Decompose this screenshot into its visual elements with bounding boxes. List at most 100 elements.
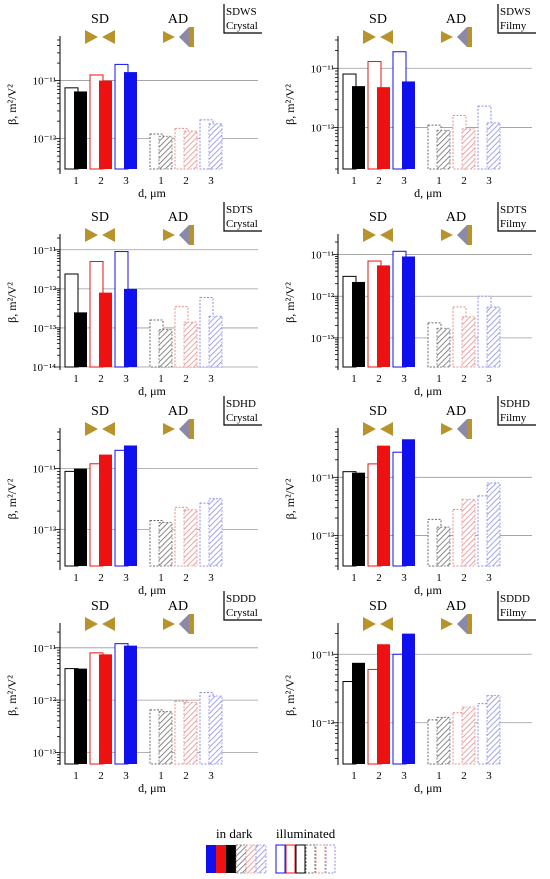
bar-dark (208, 315, 223, 368)
bar-dark (402, 256, 415, 367)
x-tick-label: 1 (436, 770, 442, 782)
panel-subtitle: Filmy (500, 20, 527, 32)
ad-antenna-icon (163, 27, 194, 47)
title-box-border (223, 591, 262, 621)
bar-dark (461, 316, 476, 368)
sd-antenna-icon (363, 30, 393, 44)
sd-label: SD (91, 404, 109, 419)
bar-dark (402, 439, 415, 566)
x-tick-label: 2 (98, 770, 104, 782)
sd-label: SD (369, 599, 387, 614)
x-tick-label: 3 (486, 175, 492, 187)
bar-dark (208, 695, 223, 765)
y-axis-title: β, m²/V² (283, 84, 297, 125)
legend-swatch-dark (206, 845, 216, 873)
y-tick-label: 10⁻¹¹ (311, 649, 334, 661)
y-tick-label: 10⁻¹² (311, 531, 335, 543)
sd-antenna-icon (85, 617, 115, 631)
bar-dark (436, 327, 451, 368)
sd-antenna-icon (363, 228, 393, 242)
x-tick-label: 1 (73, 373, 79, 385)
bar-dark (461, 706, 476, 765)
x-axis-title: d, μm (414, 384, 442, 398)
x-tick-label: 3 (401, 572, 407, 584)
bar-dark (402, 81, 415, 169)
bar-dark (74, 468, 87, 566)
x-tick-label: 2 (376, 373, 382, 385)
panel-subtitle: Filmy (500, 218, 527, 230)
ad-antenna-icon (441, 27, 472, 47)
title-box-border (223, 202, 262, 232)
x-tick-label: 1 (436, 175, 442, 187)
bar-dark (99, 654, 112, 764)
legend-swatch-dark (255, 844, 267, 874)
x-tick-label: 3 (486, 770, 492, 782)
x-tick-label: 1 (158, 572, 164, 584)
bar-dark (377, 87, 390, 169)
x-tick-label: 3 (208, 175, 214, 187)
x-axis-title: d, μm (414, 781, 442, 795)
x-tick-label: 2 (461, 572, 467, 584)
bar-dark (183, 321, 198, 368)
x-tick-label: 3 (208, 770, 214, 782)
y-tick-label: 10⁻¹³ (33, 323, 57, 335)
x-tick-label: 2 (98, 572, 104, 584)
title-box-border (223, 4, 262, 34)
bar-dark (74, 668, 87, 764)
x-tick-label: 2 (183, 175, 189, 187)
panel-subtitle: Crystal (226, 607, 258, 619)
legend-swatch-illuminated (295, 844, 306, 874)
y-tick-label: 10⁻¹² (33, 695, 57, 707)
x-tick-label: 1 (351, 770, 357, 782)
bar-dark (158, 329, 173, 368)
bar-dark (99, 292, 112, 367)
y-tick-label: 10⁻¹³ (33, 747, 57, 759)
x-tick-label: 2 (376, 572, 382, 584)
bar-dark (208, 498, 223, 567)
y-axis-title: β, m²/V² (283, 675, 297, 716)
legend-swatch-illuminated (315, 844, 326, 874)
bar-dark (486, 122, 501, 170)
legend: in dark illuminated (206, 826, 336, 874)
x-tick-label: 3 (401, 373, 407, 385)
y-axis-title: β, m²/V² (283, 282, 297, 323)
x-tick-label: 1 (351, 373, 357, 385)
ad-label: AD (168, 404, 188, 419)
panel-title: SDDD (226, 593, 256, 605)
panel-title: SDTS (500, 204, 527, 216)
sd-antenna-icon (363, 617, 393, 631)
y-axis-title: β, m²/V² (283, 478, 297, 519)
bar-dark (377, 445, 390, 566)
panel-sdws-filmy: 10⁻¹² 10⁻¹¹ β, m²/V² 1 2 3 1 2 3 d, μm SD AD SDWS Fil… (283, 4, 536, 200)
panel-sdts-filmy: 10⁻¹³ 10⁻¹² 10⁻¹¹ β, m²/V² 1 2 3 1 2 3 d, μm SD AD SD… (283, 202, 536, 398)
bar-dark (124, 72, 137, 169)
y-tick-label: 10⁻¹³ (311, 333, 335, 345)
panel-sddd-crystal: 10⁻¹³ 10⁻¹² 10⁻¹¹ β, m²/V² 1 2 3 1 2 3 d, μm SD AD SD… (5, 591, 262, 795)
y-tick-label: 10⁻¹¹ (311, 250, 334, 262)
legend-swatch-dark (216, 845, 226, 873)
y-tick-label: 10⁻¹² (33, 284, 57, 296)
title-box-border (223, 396, 262, 426)
panel-subtitle: Crystal (226, 218, 258, 230)
x-tick-label: 1 (436, 373, 442, 385)
x-axis-title: d, μm (414, 583, 442, 597)
bar-dark (486, 482, 501, 567)
panel-title: SDDD (500, 593, 530, 605)
x-tick-label: 3 (208, 572, 214, 584)
ad-antenna-icon (163, 614, 194, 634)
sd-label: SD (91, 210, 109, 225)
bar-dark (124, 445, 137, 566)
x-tick-label: 1 (351, 572, 357, 584)
sd-antenna-icon (363, 422, 393, 436)
ad-antenna-icon (441, 225, 472, 245)
bar-dark (461, 498, 476, 567)
legend-swatch-illuminated (275, 844, 286, 874)
ad-antenna-icon (441, 614, 472, 634)
x-tick-label: 1 (73, 175, 79, 187)
x-tick-label: 2 (461, 175, 467, 187)
legend-swatch-illuminated (325, 844, 336, 874)
legend-swatch-illuminated (285, 844, 296, 874)
panel-title: SDTS (226, 204, 253, 216)
bar-dark (461, 128, 476, 170)
ad-antenna-icon (163, 419, 194, 439)
